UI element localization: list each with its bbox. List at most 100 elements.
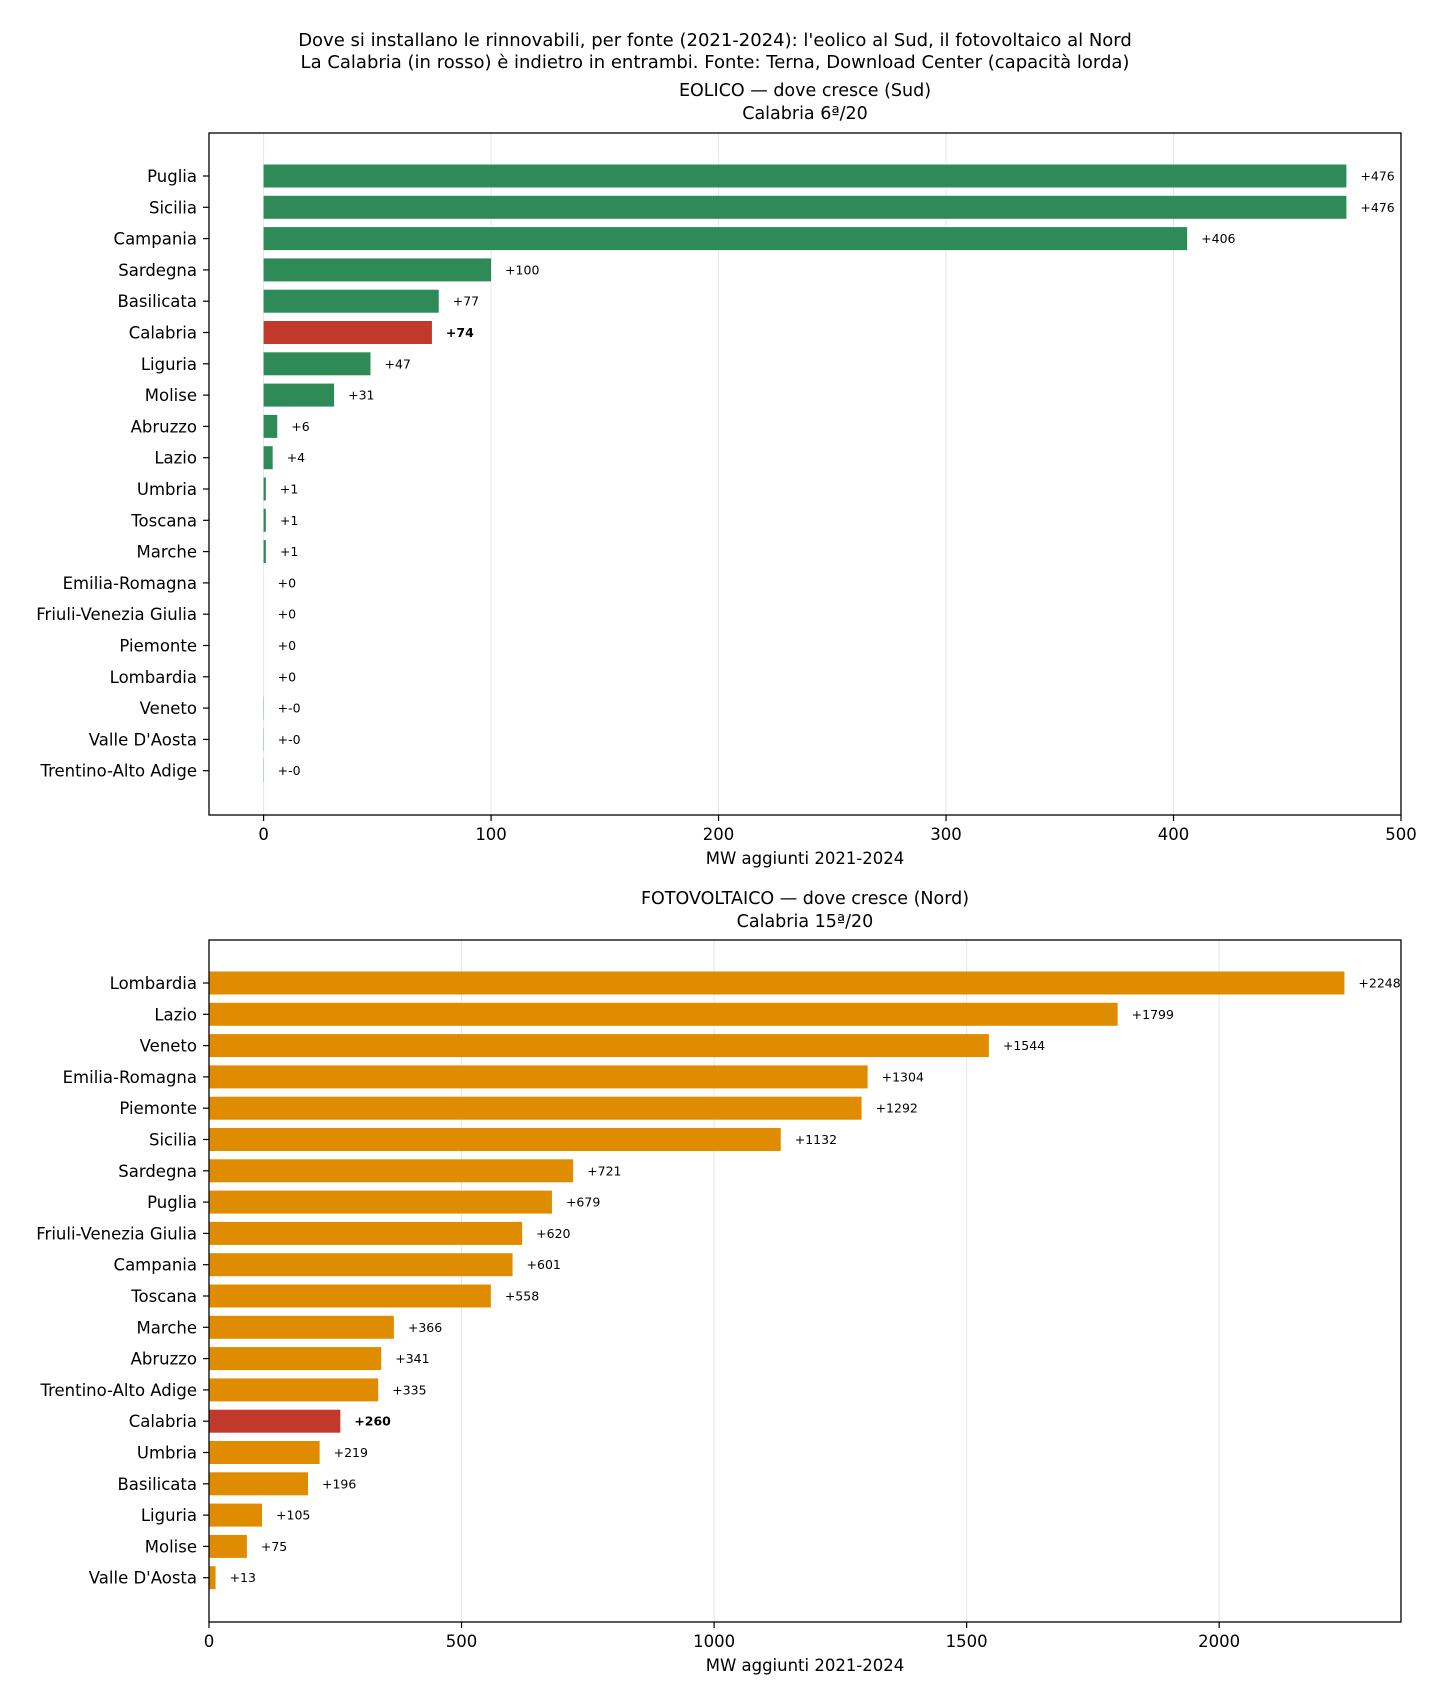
fotovoltaico-x-tick-label: 1000 xyxy=(693,1632,735,1651)
eolico-bar-lazio xyxy=(263,446,273,470)
figure-title-line1: Dove si installano le rinnovabili, per f… xyxy=(298,30,1132,51)
fotovoltaico-x-tick-label: 2000 xyxy=(1198,1632,1240,1651)
fotovoltaico-x-tick-label: 500 xyxy=(446,1632,478,1651)
eolico-category-label: Liguria xyxy=(141,355,197,374)
fotovoltaico-data-label: +721 xyxy=(587,1163,621,1178)
eolico-category-label: Lazio xyxy=(154,449,197,468)
eolico-x-tick-label: 200 xyxy=(703,825,735,844)
eolico-x-tick-label: 500 xyxy=(1385,825,1417,844)
fotovoltaico-chart-title: FOTOVOLTAICO — dove cresce (Nord) xyxy=(640,889,970,909)
eolico-category-label: Abruzzo xyxy=(131,417,197,436)
eolico-category-label: Trentino-Alto Adige xyxy=(39,762,197,781)
eolico-chart-subtitle: Calabria 6ª/20 xyxy=(742,104,868,124)
fotovoltaico-bar-trentino-alto-adige xyxy=(209,1378,379,1402)
eolico-x-tick-label: 300 xyxy=(930,825,962,844)
eolico-data-label: +6 xyxy=(291,419,309,434)
fotovoltaico-category-label: Valle D'Aosta xyxy=(89,1569,197,1588)
fotovoltaico-bar-umbria xyxy=(209,1441,320,1464)
eolico-category-label: Valle D'Aosta xyxy=(89,730,197,749)
eolico-category-label: Molise xyxy=(145,386,197,405)
eolico-x-tick-label: 400 xyxy=(1158,825,1190,844)
fotovoltaico-category-label: Friuli-Venezia Giulia xyxy=(36,1224,197,1243)
fotovoltaico-data-label: +679 xyxy=(566,1195,600,1210)
fotovoltaico-data-label: +335 xyxy=(392,1382,426,1397)
fotovoltaico-data-label: +105 xyxy=(276,1508,310,1523)
eolico-bar-puglia xyxy=(263,164,1347,188)
fotovoltaico-data-label: +1544 xyxy=(1003,1038,1045,1053)
eolico-bar-liguria xyxy=(263,352,371,376)
fotovoltaico-x-axis-label: MW aggiunti 2021-2024 xyxy=(706,1656,905,1675)
fotovoltaico-data-label: +196 xyxy=(322,1476,356,1491)
eolico-category-label: Friuli-Venezia Giulia xyxy=(36,605,197,624)
fotovoltaico-category-label: Lombardia xyxy=(110,974,197,993)
eolico-data-label: +476 xyxy=(1360,169,1394,184)
fotovoltaico-x-tick-label: 0 xyxy=(204,1632,215,1651)
eolico-x-axis-label: MW aggiunti 2021-2024 xyxy=(706,849,905,868)
fotovoltaico-bar-basilicata xyxy=(209,1472,308,1496)
fotovoltaico-x-tick-label: 1500 xyxy=(946,1632,988,1651)
fotovoltaico-bar-piemonte xyxy=(209,1096,862,1120)
fotovoltaico-category-label: Trentino-Alto Adige xyxy=(39,1381,197,1400)
fotovoltaico-bar-friuli-venezia-giulia xyxy=(209,1221,523,1245)
fotovoltaico-data-label: +620 xyxy=(536,1226,570,1241)
fotovoltaico-data-label: +1799 xyxy=(1132,1007,1174,1022)
eolico-x-tick-label: 0 xyxy=(258,825,269,844)
fotovoltaico-data-label: +1292 xyxy=(876,1101,918,1116)
eolico-bar-umbria xyxy=(263,477,266,501)
fotovoltaico-bar-marche xyxy=(209,1315,394,1339)
figure-title-line2: La Calabria (in rosso) è indietro in ent… xyxy=(300,52,1130,73)
eolico-data-label: +74 xyxy=(446,325,474,340)
fotovoltaico-category-label: Veneto xyxy=(140,1037,197,1056)
eolico-category-label: Puglia xyxy=(147,167,197,186)
fotovoltaico-bar-puglia xyxy=(209,1190,552,1214)
fotovoltaico-data-label: +366 xyxy=(408,1320,442,1335)
eolico-bar-toscana xyxy=(263,508,266,532)
fotovoltaico-bar-molise xyxy=(209,1534,247,1558)
fotovoltaico-category-label: Marche xyxy=(137,1318,197,1337)
eolico-category-label: Toscana xyxy=(130,511,197,530)
eolico-data-label: +-0 xyxy=(278,732,301,747)
eolico-data-label: +0 xyxy=(278,607,296,622)
fotovoltaico-category-label: Liguria xyxy=(141,1506,197,1525)
eolico-category-label: Piemonte xyxy=(119,637,197,656)
fotovoltaico-bar-liguria xyxy=(209,1503,263,1527)
fotovoltaico-bar-campania xyxy=(209,1253,513,1277)
fotovoltaico-category-label: Sicilia xyxy=(149,1131,197,1150)
eolico-data-label: +47 xyxy=(385,356,411,371)
eolico-category-label: Calabria xyxy=(129,324,197,343)
fotovoltaico-category-label: Campania xyxy=(114,1256,197,1275)
fotovoltaico-data-label: +13 xyxy=(230,1570,256,1585)
fotovoltaico-data-label: +219 xyxy=(334,1445,368,1460)
eolico-chart-title: EOLICO — dove cresce (Sud) xyxy=(678,81,932,101)
eolico-data-label: +4 xyxy=(287,450,305,465)
eolico-category-label: Campania xyxy=(114,230,197,249)
eolico-data-label: +1 xyxy=(280,513,298,528)
fotovoltaico-data-label: +260 xyxy=(354,1414,391,1429)
eolico-category-label: Veneto xyxy=(140,699,197,718)
fotovoltaico-category-label: Toscana xyxy=(130,1287,197,1306)
fotovoltaico-category-label: Calabria xyxy=(129,1412,197,1431)
eolico-bar-calabria xyxy=(263,321,432,344)
fotovoltaico-bar-lazio xyxy=(209,1002,1118,1026)
fotovoltaico-chart-subtitle: Calabria 15ª/20 xyxy=(736,912,874,932)
eolico-category-label: Lombardia xyxy=(110,668,197,687)
eolico-bar-campania xyxy=(263,227,1188,251)
fotovoltaico-bar-emilia-romagna xyxy=(209,1065,868,1089)
fotovoltaico-category-label: Abruzzo xyxy=(131,1350,197,1369)
fotovoltaico-data-label: +341 xyxy=(395,1351,429,1366)
eolico-category-label: Emilia-Romagna xyxy=(63,574,197,593)
fotovoltaico-data-label: +1132 xyxy=(795,1132,837,1147)
fotovoltaico-bar-sicilia xyxy=(209,1128,781,1151)
fotovoltaico-category-label: Piemonte xyxy=(119,1099,197,1118)
eolico-category-label: Marche xyxy=(137,543,197,562)
eolico-data-label: +77 xyxy=(453,294,479,309)
fotovoltaico-bar-abruzzo xyxy=(209,1347,382,1371)
eolico-category-label: Sicilia xyxy=(149,198,197,217)
fotovoltaico-bar-toscana xyxy=(209,1284,491,1308)
eolico-data-label: +1 xyxy=(280,544,298,559)
fotovoltaico-category-label: Basilicata xyxy=(117,1475,197,1494)
eolico-bar-sardegna xyxy=(263,258,492,282)
fotovoltaico-bar-valle-d-aosta xyxy=(209,1566,216,1590)
eolico-bar-sicilia xyxy=(263,195,1347,219)
